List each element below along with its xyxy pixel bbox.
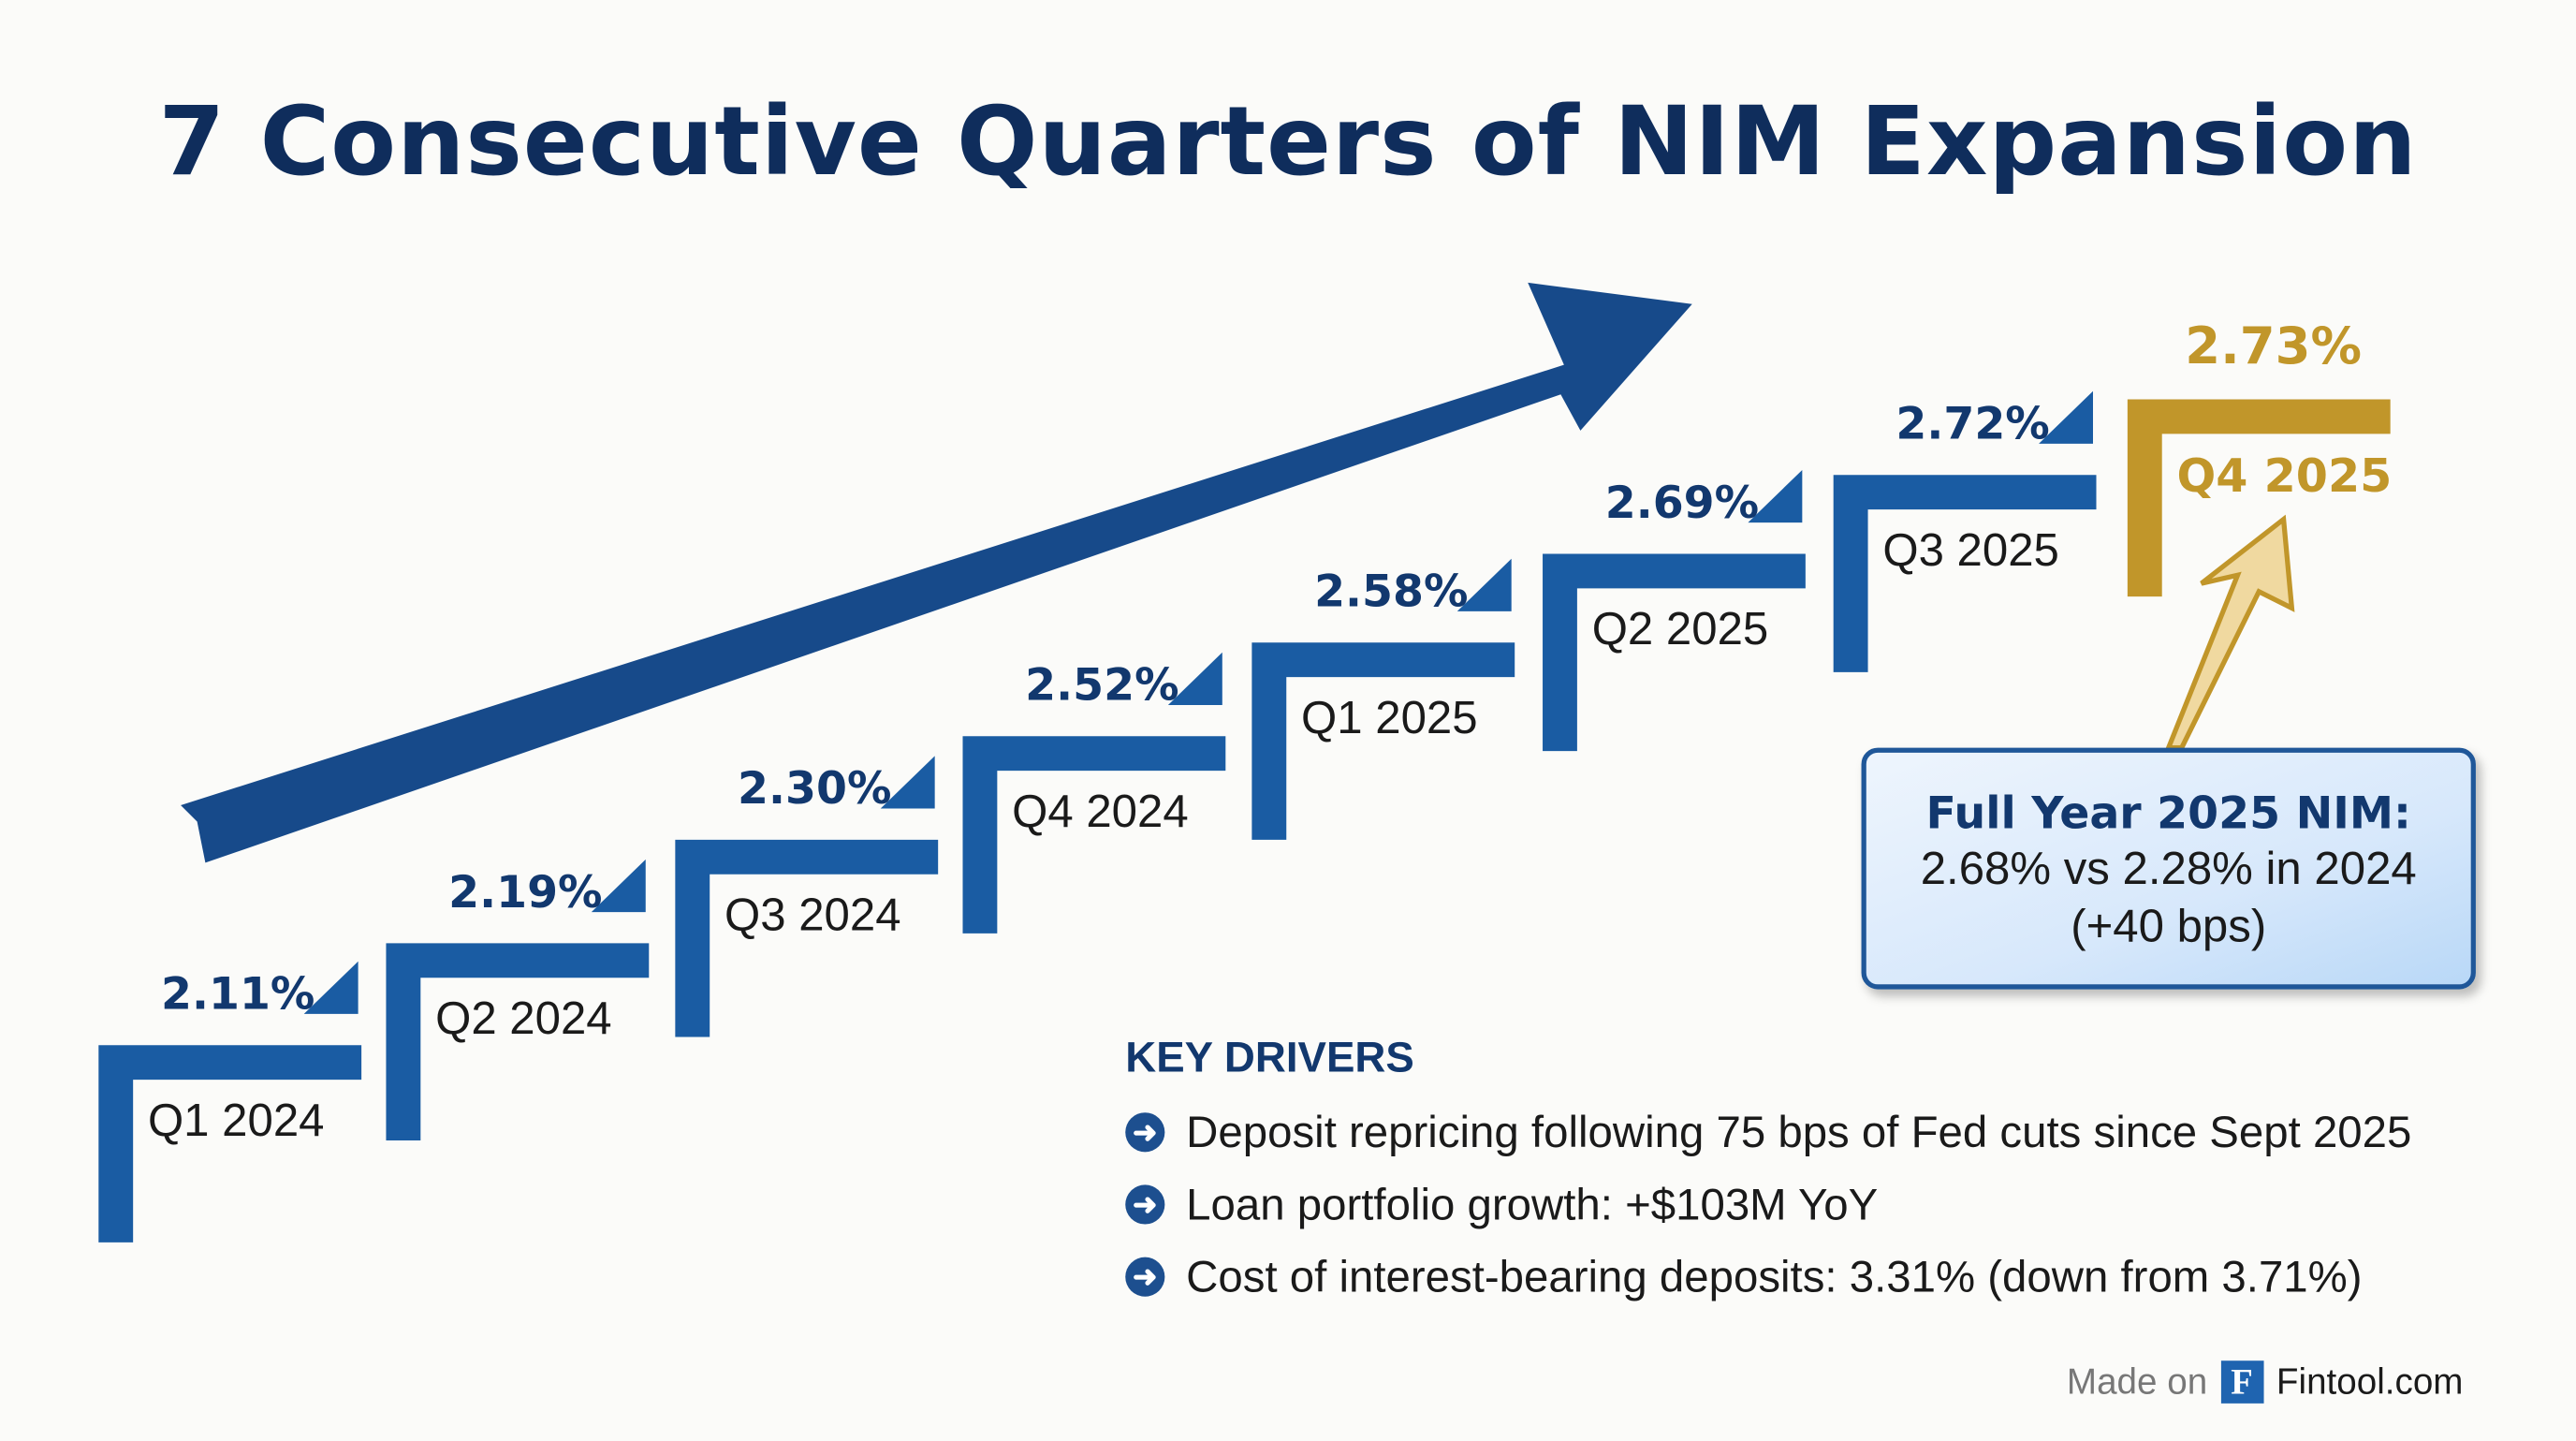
quarter-label: Q2 2025 <box>1591 603 1769 654</box>
nim-value: 2.72% <box>1895 399 2050 450</box>
key-drivers-heading: KEY DRIVERS <box>1125 1032 1414 1081</box>
driver-text: Cost of interest-bearing deposits: 3.31%… <box>1186 1251 2363 1301</box>
arrow-right-circle-icon: ➜ <box>1125 1184 1165 1225</box>
step-bar <box>962 736 1226 934</box>
nim-value: 2.30% <box>738 764 892 816</box>
driver-item: ➜ Cost of interest-bearing deposits: 3.31… <box>1125 1241 2411 1313</box>
callout-change: (+40 bps) <box>2071 900 2267 952</box>
step-bar <box>2127 399 2391 597</box>
quarter-label: Q1 2024 <box>147 1094 325 1146</box>
quarter-label: Q3 2024 <box>724 889 901 940</box>
arrow-right-circle-icon: ➜ <box>1125 1112 1165 1153</box>
step-bar <box>386 943 650 1141</box>
nim-value: 2.69% <box>1604 478 1760 530</box>
full-year-callout: Full Year 2025 NIM: 2.68% vs 2.28% in 20… <box>1861 747 2476 990</box>
quarter-label: Q2 2024 <box>435 993 612 1044</box>
fintool-link[interactable]: Fintool.com <box>2276 1360 2464 1403</box>
fintool-logo-icon: F <box>2220 1360 2263 1404</box>
arrow-right-circle-icon: ➜ <box>1125 1257 1165 1297</box>
step-bar <box>1543 553 1806 752</box>
quarter-label: Q4 2025 <box>2176 448 2393 504</box>
driver-item: ➜ Deposit repricing following 75 bps of F… <box>1125 1096 2411 1169</box>
nim-value: 2.52% <box>1025 660 1179 712</box>
driver-item: ➜ Loan portfolio growth: +$103M YoY <box>1125 1169 2411 1241</box>
quarter-label: Q1 2025 <box>1301 691 1478 743</box>
callout-pointer-arrow-icon <box>2164 514 2295 751</box>
step-bar <box>675 839 939 1037</box>
step-bar <box>1251 642 1515 840</box>
step-bar <box>1833 475 2097 672</box>
step-bar <box>98 1045 362 1242</box>
callout-heading: Full Year 2025 NIM: <box>1925 788 2411 840</box>
key-drivers: KEY DRIVERS ➜ Deposit repricing following… <box>1125 1032 2411 1313</box>
nim-value: 2.19% <box>448 867 603 919</box>
driver-text: Deposit repricing following 75 bps of Fe… <box>1186 1107 2412 1156</box>
callout-comparison: 2.68% vs 2.28% in 2024 <box>1920 843 2417 894</box>
footer-attribution: Made on F Fintool.com <box>2066 1360 2464 1404</box>
made-on-text: Made on <box>2066 1360 2208 1403</box>
trend-arrow-icon <box>181 282 1692 863</box>
nim-value: 2.11% <box>160 969 315 1021</box>
page-title: 7 Consecutive Quarters of NIM Expansion <box>158 85 2418 198</box>
driver-text: Loan portfolio growth: +$103M YoY <box>1186 1179 1879 1228</box>
quarter-label: Q4 2024 <box>1012 785 1189 837</box>
nim-value: 2.73% <box>2185 316 2363 376</box>
nim-value: 2.58% <box>1314 566 1469 618</box>
quarter-label: Q3 2025 <box>1882 523 2059 576</box>
